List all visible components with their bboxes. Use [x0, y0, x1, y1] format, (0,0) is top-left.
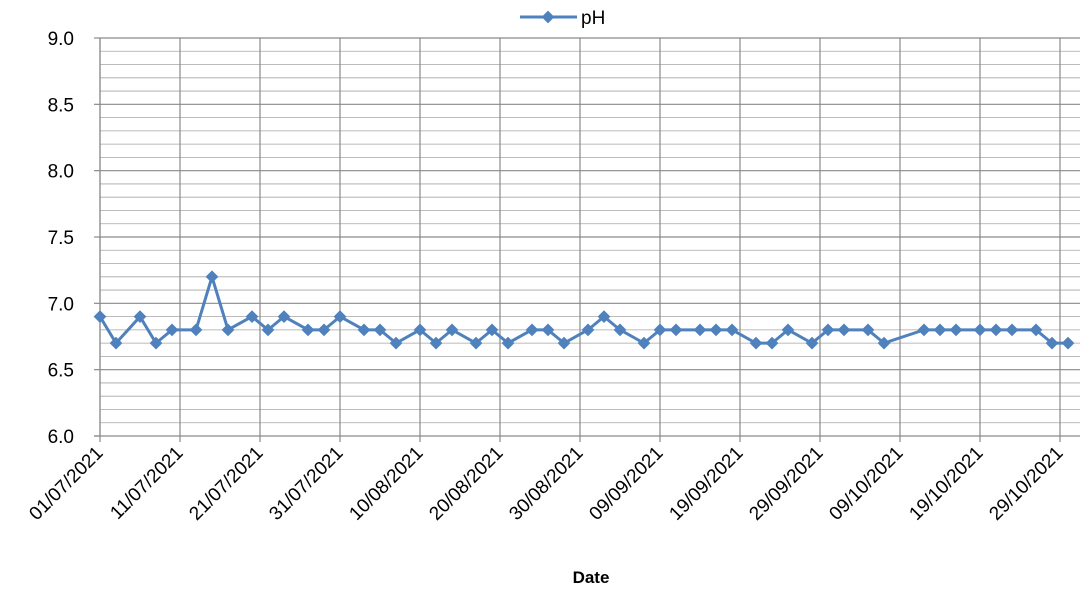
minor-gridlines	[100, 50, 1080, 424]
data-point-marker	[189, 323, 203, 337]
y-tick-label: 6.5	[48, 361, 74, 382]
x-tick-label: 09/09/2021	[585, 443, 667, 525]
x-tick-label: 29/10/2021	[985, 443, 1067, 525]
data-point-marker	[389, 336, 403, 350]
data-point-marker	[949, 323, 963, 337]
x-tick-label: 31/07/2021	[265, 443, 347, 525]
data-point-marker	[749, 336, 763, 350]
data-point-marker	[261, 323, 275, 337]
data-point-marker	[317, 323, 331, 337]
y-axis-tick-labels: 9.0 8.5 8.0 7.5 7.0 6.5 6.0	[48, 29, 74, 448]
data-point-marker	[133, 310, 147, 323]
data-point-marker	[989, 323, 1003, 337]
y-tick-label: 9.0	[48, 29, 74, 50]
series-ph	[93, 270, 1075, 350]
x-tick-label: 29/09/2021	[745, 443, 827, 525]
data-point-marker	[205, 270, 219, 284]
y-tick-label: 6.0	[48, 427, 74, 448]
data-point-marker	[373, 323, 387, 337]
data-point-marker	[109, 336, 123, 350]
data-point-marker	[485, 323, 499, 337]
series-line-ph	[98, 275, 1068, 345]
x-tick-label: 19/09/2021	[665, 443, 747, 525]
data-point-marker	[933, 323, 947, 337]
x-tick-label: 30/08/2021	[505, 443, 587, 525]
legend[interactable]: pH	[520, 8, 605, 29]
data-point-marker	[445, 323, 459, 337]
x-tick-label: 09/10/2021	[825, 443, 907, 525]
x-tick-label: 11/07/2021	[106, 443, 187, 524]
data-point-marker	[525, 323, 539, 337]
data-point-marker	[221, 323, 235, 337]
data-point-marker	[277, 310, 291, 323]
data-point-marker	[301, 323, 315, 337]
x-tick-label: 20/08/2021	[425, 443, 507, 525]
x-tick-label: 10/08/2021	[345, 443, 427, 525]
data-point-marker	[429, 336, 443, 350]
y-tick-label: 7.5	[48, 228, 74, 249]
data-point-marker	[357, 323, 371, 337]
data-point-marker	[837, 323, 851, 337]
data-point-marker	[469, 336, 483, 350]
data-point-marker	[917, 323, 931, 337]
data-point-marker	[973, 323, 987, 337]
legend-marker-icon	[541, 10, 555, 24]
data-point-marker	[93, 310, 107, 323]
major-gridlines	[99, 37, 1080, 442]
data-point-marker	[1005, 323, 1019, 337]
x-axis-title: Date	[573, 568, 610, 587]
data-point-marker	[413, 323, 427, 337]
x-axis-tick-labels: 01/07/202111/07/202121/07/202131/07/2021…	[25, 443, 1067, 525]
data-point-marker	[501, 336, 515, 350]
x-tick-label: 21/07/2021	[185, 443, 267, 525]
legend-label-ph: pH	[581, 8, 605, 29]
data-point-marker	[669, 323, 683, 337]
x-tick-label: 19/10/2021	[905, 443, 987, 525]
data-point-marker	[1061, 336, 1075, 350]
data-point-marker	[165, 323, 179, 337]
y-tick-label: 8.0	[48, 162, 74, 183]
data-point-marker	[693, 323, 707, 337]
y-tick-label: 8.5	[48, 95, 74, 116]
x-tick-label: 01/07/2021	[25, 443, 107, 525]
data-point-marker	[709, 323, 723, 337]
data-point-marker	[333, 310, 347, 323]
chart-axes	[94, 37, 1080, 437]
data-point-marker	[245, 310, 259, 323]
data-point-marker	[149, 336, 163, 350]
y-tick-label: 7.0	[48, 294, 74, 315]
data-point-marker	[725, 323, 739, 337]
